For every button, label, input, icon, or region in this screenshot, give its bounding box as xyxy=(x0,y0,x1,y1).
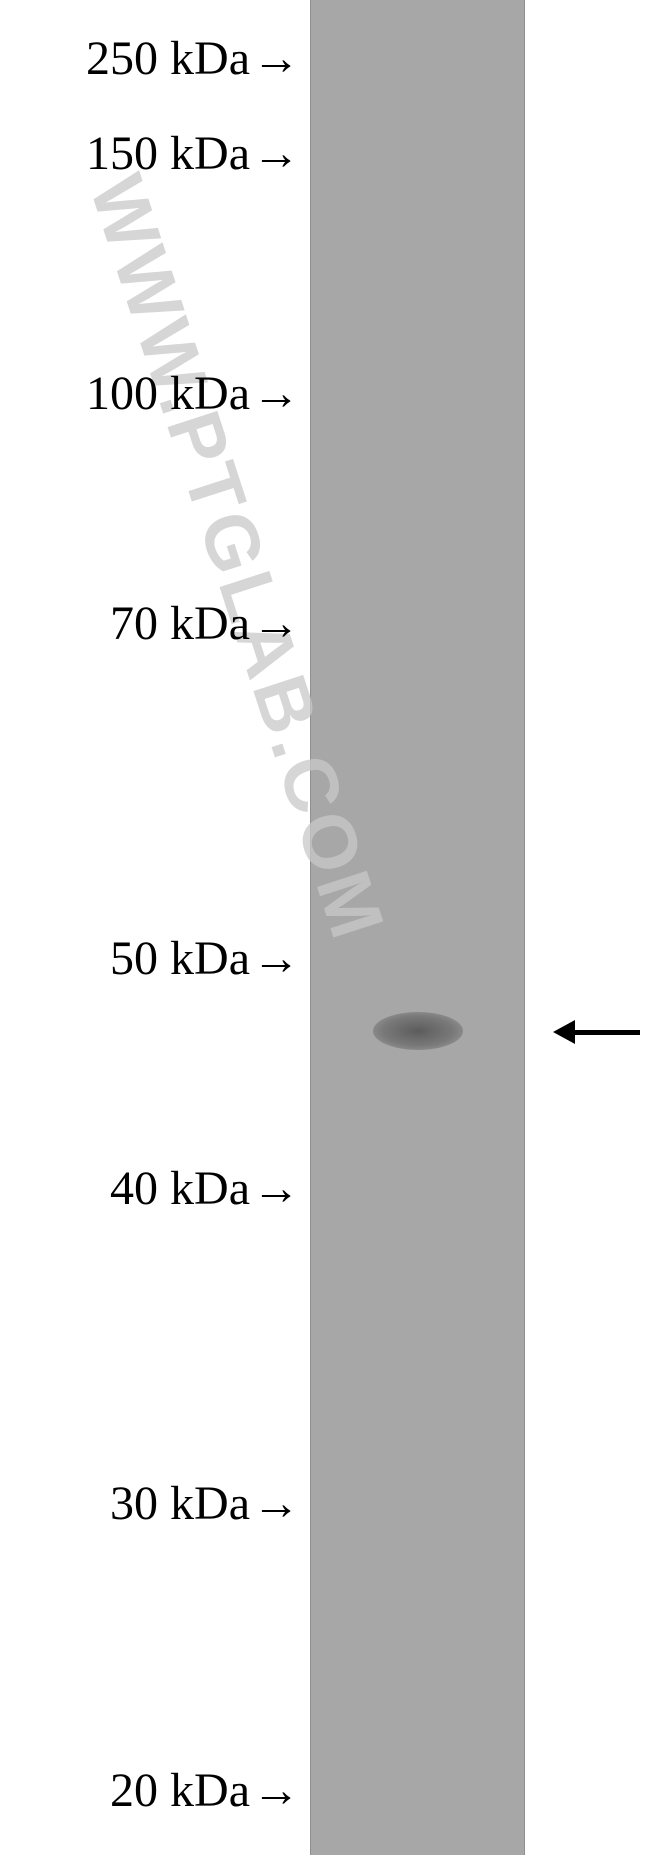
blot-lane xyxy=(310,0,525,1855)
mw-marker-label: 70 kDa xyxy=(110,596,250,651)
mw-marker: 30 kDa→ xyxy=(0,1476,300,1531)
mw-marker: 20 kDa→ xyxy=(0,1763,300,1818)
mw-marker-label: 250 kDa xyxy=(86,31,250,86)
arrow-right-icon: → xyxy=(252,596,300,651)
protein-band xyxy=(373,1012,463,1050)
arrow-head-icon xyxy=(553,1020,575,1044)
mw-marker: 100 kDa→ xyxy=(0,366,300,421)
mw-marker-label: 100 kDa xyxy=(86,366,250,421)
arrow-right-icon: → xyxy=(252,1476,300,1531)
mw-marker-label: 40 kDa xyxy=(110,1161,250,1216)
arrow-right-icon: → xyxy=(252,126,300,181)
blot-figure: WWW.PTGLAB.COM 250 kDa→150 kDa→100 kDa→7… xyxy=(0,0,650,1855)
mw-marker-label: 150 kDa xyxy=(86,126,250,181)
mw-marker-label: 30 kDa xyxy=(110,1476,250,1531)
arrow-right-icon: → xyxy=(252,1763,300,1818)
mw-marker: 250 kDa→ xyxy=(0,31,300,86)
mw-marker: 50 kDa→ xyxy=(0,931,300,986)
band-indicator-arrow xyxy=(553,1020,640,1044)
arrow-shaft xyxy=(575,1030,640,1035)
mw-marker: 40 kDa→ xyxy=(0,1161,300,1216)
mw-marker: 70 kDa→ xyxy=(0,596,300,651)
mw-marker-label: 20 kDa xyxy=(110,1763,250,1818)
mw-marker-label: 50 kDa xyxy=(110,931,250,986)
mw-marker: 150 kDa→ xyxy=(0,126,300,181)
arrow-right-icon: → xyxy=(252,931,300,986)
arrow-right-icon: → xyxy=(252,1161,300,1216)
arrow-right-icon: → xyxy=(252,31,300,86)
arrow-right-icon: → xyxy=(252,366,300,421)
